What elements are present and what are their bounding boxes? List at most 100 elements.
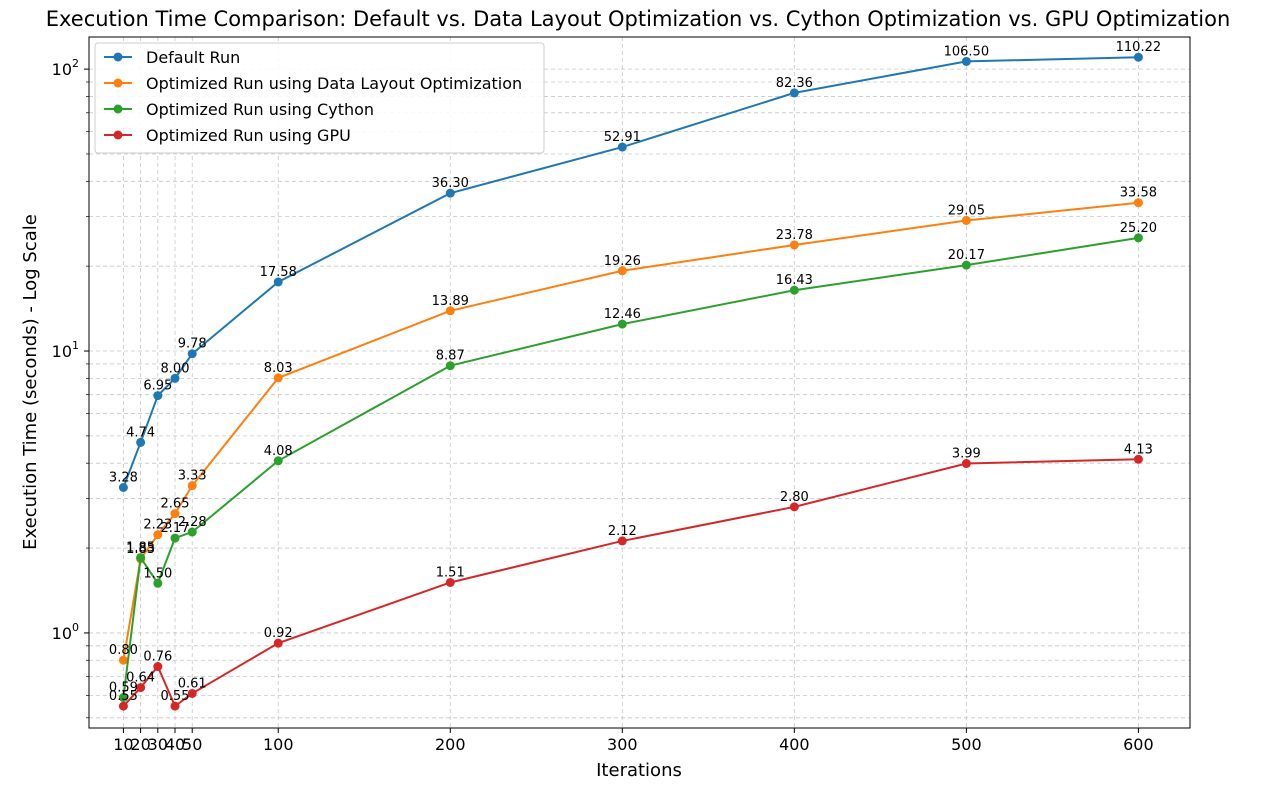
data-label: 33.58 [1120,186,1157,201]
data-label: 3.28 [109,471,138,486]
data-label-layer: 3.28 4.74 6.95 8.00 9.78 17.58 36.30 52.91 82.36… [109,40,1161,704]
data-label: 106.50 [944,44,990,59]
data-label: 16.43 [776,273,813,288]
series-4 [118,454,1143,711]
y-tick-exponent: 0 [72,621,79,634]
data-label: 20.17 [948,248,985,263]
data-label: 4.13 [1124,442,1153,457]
data-point [617,142,627,152]
data-label: 2.23 [143,518,172,533]
data-point [961,215,971,225]
data-label: 19.26 [604,254,641,269]
data-label: 29.05 [948,203,985,218]
data-label: 0.55 [161,689,190,704]
legend-item: Optimized Run using Data Layout Optimiza… [104,74,522,93]
data-point [789,285,799,295]
data-label: 0.92 [264,626,293,641]
data-point [273,638,283,648]
data-label: 1.83 [126,542,155,557]
legend-item: Optimized Run using GPU [104,126,351,145]
data-label: 8.03 [264,361,293,376]
x-tick-label: 100 [263,735,294,754]
data-label: 4.08 [264,444,293,459]
data-label: 0.59 [109,681,138,696]
data-label: 0.76 [143,650,172,665]
x-tick-label: 50 [182,735,202,754]
data-label: 2.80 [780,490,809,505]
data-label: 0.61 [178,676,207,691]
data-point [445,361,455,371]
y-tick-exponent: 2 [72,57,79,70]
data-label: 23.78 [776,228,813,243]
data-point [136,553,146,563]
y-tick-base: 10 [52,342,72,361]
data-label: 0.64 [126,671,155,686]
series-1 [118,52,1143,493]
data-label: 0.55 [109,689,138,704]
x-tick-label: 400 [779,735,810,754]
legend-label: Optimized Run using Data Layout Optimiza… [146,74,522,93]
data-point [153,578,163,588]
legend: Default Run Optimized Run using Data Layo… [94,42,545,154]
y-tick-label: 101 [52,339,79,361]
data-point [187,527,197,537]
x-tick-label: 600 [1123,735,1154,754]
legend-item: Default Run [104,48,240,67]
data-label: 6.95 [143,379,172,394]
data-label: 1.51 [436,565,465,580]
legend-marker [113,52,123,62]
data-point [170,701,180,711]
data-point [273,456,283,466]
legend-item: Optimized Run using Cython [104,100,374,119]
data-point [445,577,455,587]
y-tick-base: 10 [52,624,72,643]
data-label: 12.46 [604,307,641,322]
data-point [273,277,283,287]
data-point [789,502,799,512]
x-tick-label: 40 [165,735,185,754]
data-point [118,655,128,665]
data-point [617,319,627,329]
series-line [122,458,1139,708]
x-tick-label: 200 [435,735,466,754]
chart-title: Execution Time Comparison: Default vs. D… [46,7,1231,31]
data-label: 2.12 [608,524,637,539]
data-label: 0.80 [109,643,138,658]
data-point [617,536,627,546]
data-label: 52.91 [604,130,641,145]
data-point [445,306,455,316]
y-tick-base: 10 [52,60,72,79]
x-tick-label: 10 [113,735,133,754]
data-point [961,56,971,66]
data-point [118,693,128,703]
data-point [789,240,799,250]
data-point [187,688,197,698]
data-label: 36.30 [432,176,469,191]
data-point [617,266,627,276]
legend-marker [113,130,123,140]
data-label: 2.28 [178,515,207,530]
data-label: 9.78 [178,337,207,352]
data-point [961,459,971,469]
data-point [187,349,197,359]
y-tick-exponent: 1 [72,339,79,352]
data-label: 3.33 [178,469,207,484]
data-point [118,701,128,711]
data-label: 1.85 [126,541,155,556]
x-tick-label: 500 [951,735,982,754]
plot-frame [88,36,1191,729]
data-point [170,509,180,519]
data-point [1133,454,1143,464]
x-tick-label: 30 [148,735,168,754]
data-point [1133,52,1143,62]
data-point [961,260,971,270]
y-tick-label: 100 [52,621,79,643]
data-point [445,188,455,198]
data-label: 3.99 [952,447,981,462]
data-point [273,373,283,383]
data-label: 4.74 [126,425,155,440]
legend-marker [113,104,123,114]
data-label: 13.89 [432,294,469,309]
